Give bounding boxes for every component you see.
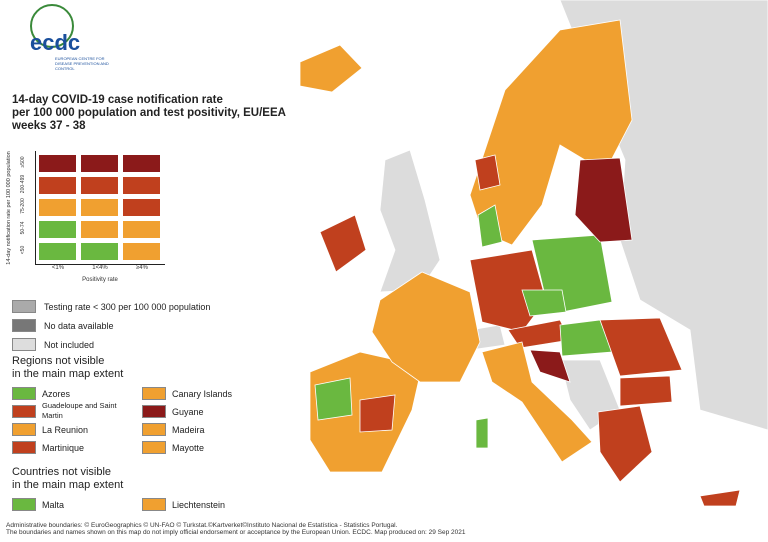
row-label: ≥500 [20, 156, 26, 168]
island [699, 489, 741, 507]
legend-swatch [142, 387, 166, 400]
row-label: 75-200 [20, 198, 26, 214]
matrix-cell [80, 242, 119, 261]
column-label: 1<4% [92, 265, 108, 271]
heading-line: in the main map extent [12, 479, 124, 491]
legend-swatch [142, 405, 166, 418]
legend-label: Azores [42, 389, 71, 399]
column-label: ≥4% [136, 265, 148, 271]
footer: Administrative boundaries: © EuroGeograp… [6, 522, 466, 536]
legend-swatch [12, 300, 36, 313]
footer-line: Administrative boundaries: © EuroGeograp… [6, 522, 398, 529]
region [474, 154, 501, 191]
title-line: per 100 000 population and test positivi… [12, 107, 286, 119]
matrix: ≥500 200-499 75-200 50-74 <50 <1% 1<4% ≥4% 14-da… [0, 150, 180, 290]
country [574, 157, 633, 243]
country [481, 341, 593, 463]
legend-swatch [142, 441, 166, 454]
island [475, 417, 489, 449]
country [469, 249, 547, 333]
legend-swatch [12, 423, 36, 436]
legend-label: Madeira [172, 425, 205, 435]
legend-heading: Regions not visible in the main map exten… [12, 355, 123, 381]
logo-globe [30, 4, 74, 48]
legend-swatch [12, 405, 36, 418]
legend-swatch [142, 423, 166, 436]
matrix-cell [80, 176, 119, 195]
y-axis-label: 14-day notification rate per 100 000 pop… [6, 151, 12, 265]
logo-name: ecdc [30, 30, 81, 55]
heading-line: Countries not visible [12, 466, 112, 478]
legend-heading: Countries not visible in the main map ext… [12, 466, 123, 492]
legend-label: Testing rate < 300 per 100 000 populatio… [44, 302, 211, 312]
row-label: 200-499 [20, 174, 26, 194]
matrix-cell [122, 242, 161, 261]
matrix-cell [80, 154, 119, 173]
matrix-cell [122, 154, 161, 173]
country [299, 44, 363, 93]
legend-swatch [12, 319, 36, 332]
legend-label: Liechtenstein [172, 500, 226, 510]
legend-label: Mayotte [172, 443, 205, 453]
country [319, 214, 367, 273]
matrix-cell [80, 198, 119, 217]
matrix-cell [122, 198, 161, 217]
matrix-cell [38, 242, 77, 261]
matrix-cell [38, 220, 77, 239]
country [529, 349, 571, 383]
legend-label: Guadeloupe and Saint Martin [42, 401, 117, 420]
country [521, 289, 567, 317]
legend-swatch [12, 441, 36, 454]
title: 14-day COVID-19 case notification rate p… [12, 94, 286, 133]
legend-label: Martinique [42, 443, 85, 453]
region [314, 377, 353, 421]
country [599, 317, 683, 377]
matrix-cell [38, 198, 77, 217]
country [619, 375, 673, 407]
axis-line [35, 264, 165, 265]
country [477, 204, 503, 248]
legend-label: No data available [44, 321, 114, 331]
legend-label: Guyane [172, 407, 204, 417]
non-eu-land [379, 149, 441, 293]
title-line: 14-day COVID-19 case notification rate [12, 94, 223, 106]
country [597, 405, 653, 483]
legend-label: La Reunion [42, 425, 89, 435]
legend-label: Malta [42, 500, 65, 510]
legend-label: Canary Islands [172, 389, 233, 399]
footer-line: The boundaries and names shown on this m… [6, 529, 466, 536]
matrix-cell [122, 176, 161, 195]
region [359, 394, 396, 433]
legend-swatch [12, 498, 36, 511]
legend-swatch [12, 387, 36, 400]
matrix-cell [80, 220, 119, 239]
x-axis-label: Positivity rate [82, 277, 118, 283]
legend-swatch [142, 498, 166, 511]
matrix-cell [38, 176, 77, 195]
matrix-cell [38, 154, 77, 173]
legend-label: Not included [44, 340, 95, 350]
country [371, 271, 481, 383]
logo-subtitle: EUROPEAN CENTRE FOR DISEASE PREVENTION A… [55, 56, 109, 71]
axis-line [35, 151, 36, 265]
legend-swatch [12, 338, 36, 351]
matrix-cell [122, 220, 161, 239]
row-label: 50-74 [20, 221, 26, 235]
title-line: weeks 37 - 38 [12, 120, 86, 132]
column-label: <1% [51, 265, 65, 271]
heading-line: in the main map extent [12, 368, 124, 380]
row-label: <50 [20, 245, 26, 255]
heading-line: Regions not visible [12, 355, 105, 367]
